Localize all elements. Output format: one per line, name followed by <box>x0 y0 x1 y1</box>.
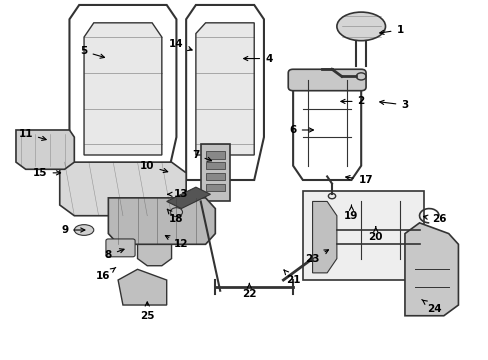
Polygon shape <box>84 23 162 155</box>
Text: 8: 8 <box>104 249 124 260</box>
Bar <box>205 184 224 191</box>
Polygon shape <box>137 216 171 266</box>
Text: 26: 26 <box>423 214 446 224</box>
Text: 25: 25 <box>140 302 154 321</box>
Ellipse shape <box>170 208 182 217</box>
Ellipse shape <box>336 12 385 41</box>
FancyBboxPatch shape <box>106 239 135 257</box>
Text: 24: 24 <box>421 300 441 314</box>
Text: 7: 7 <box>192 150 211 161</box>
Text: 12: 12 <box>165 235 188 249</box>
Polygon shape <box>118 269 166 305</box>
Text: 19: 19 <box>344 205 358 221</box>
Text: 20: 20 <box>368 226 382 242</box>
Text: 17: 17 <box>345 175 373 185</box>
Text: 13: 13 <box>167 189 188 199</box>
Text: 1: 1 <box>379 25 403 35</box>
Text: 11: 11 <box>19 129 46 140</box>
Bar <box>205 173 224 180</box>
Text: 6: 6 <box>289 125 313 135</box>
Text: 21: 21 <box>284 270 300 285</box>
Polygon shape <box>312 202 336 273</box>
Ellipse shape <box>74 225 94 235</box>
Polygon shape <box>166 187 210 208</box>
Polygon shape <box>60 162 186 216</box>
Text: 5: 5 <box>80 46 104 58</box>
Bar <box>302 191 424 280</box>
Text: 23: 23 <box>305 250 328 264</box>
Text: 18: 18 <box>167 209 183 224</box>
Polygon shape <box>196 23 254 155</box>
Bar <box>205 162 224 169</box>
Text: 4: 4 <box>243 54 272 64</box>
Bar <box>205 152 224 158</box>
Text: 9: 9 <box>61 225 85 235</box>
Text: 3: 3 <box>379 100 408 110</box>
Polygon shape <box>404 223 458 316</box>
Text: 2: 2 <box>340 96 364 107</box>
Polygon shape <box>201 144 229 202</box>
FancyBboxPatch shape <box>287 69 366 91</box>
Text: 16: 16 <box>96 267 116 282</box>
Text: 14: 14 <box>169 39 192 50</box>
Text: 22: 22 <box>242 284 256 299</box>
Polygon shape <box>16 130 74 169</box>
Text: 10: 10 <box>140 161 167 172</box>
Polygon shape <box>108 198 215 244</box>
Text: 15: 15 <box>33 168 61 178</box>
